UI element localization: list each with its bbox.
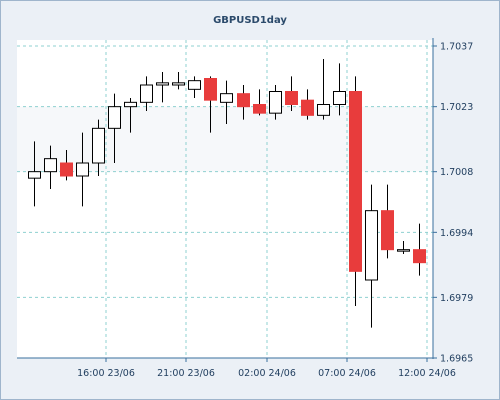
x-tick-label: 16:00 23/06 (77, 368, 135, 379)
y-tick-label: 1.7008 (440, 167, 473, 178)
candle (76, 132, 89, 207)
candle-body-up (220, 93, 233, 103)
candle (140, 76, 153, 111)
candle (172, 72, 185, 90)
candle (92, 119, 105, 176)
candle-body-up (156, 82, 169, 86)
candle (317, 59, 330, 120)
candle (108, 93, 121, 163)
x-tick-label: 02:00 24/06 (238, 368, 296, 379)
candle-body-down (253, 104, 266, 114)
candle (397, 241, 410, 254)
candle (333, 63, 346, 116)
candle-body-up (397, 249, 410, 252)
candle (44, 145, 57, 189)
candle (285, 76, 298, 111)
candle-body-up (124, 101, 137, 108)
candle-body-up (269, 91, 282, 114)
x-tick-label: 07:00 24/06 (318, 368, 376, 379)
candle-body-up (172, 82, 185, 86)
axes: 1.7037 1.7023 1.7008 1.6994 1.6979 1.6965 16:0… (17, 38, 473, 379)
candle-body-down (413, 249, 426, 264)
chart-title: GBPUSD1day (213, 15, 287, 26)
candle (365, 184, 378, 328)
candle-body-down (301, 99, 314, 116)
candle (60, 150, 73, 181)
candle-body-up (44, 158, 57, 173)
candle-body-up (28, 171, 41, 179)
x-tick-label: 12:00 24/06 (398, 368, 456, 379)
plot-area (17, 40, 433, 358)
candle-body-up (317, 104, 330, 116)
candle (237, 85, 250, 120)
candle-body-up (188, 80, 201, 90)
y-tick-label: 1.7037 (440, 42, 473, 53)
candle-body-down (60, 162, 73, 177)
candle (253, 89, 266, 116)
candle (204, 76, 217, 133)
candle (301, 89, 314, 120)
candle (124, 98, 137, 133)
candle-body-down (204, 78, 217, 101)
candle-body-down (349, 91, 362, 272)
candles (28, 59, 426, 328)
candle (381, 184, 394, 259)
candle-body-up (108, 106, 121, 129)
candle (349, 76, 362, 306)
candle-body-up (92, 127, 105, 164)
candle-body-down (285, 91, 298, 105)
candle (156, 72, 169, 103)
candle-body-up (365, 210, 378, 281)
grid-band (17, 106, 433, 172)
y-tick-label: 1.6979 (440, 293, 473, 304)
candle-body-up (76, 162, 89, 177)
candle-body-up (333, 91, 346, 105)
candle (413, 223, 426, 276)
candle-body-down (237, 93, 250, 108)
y-tick-label: 1.6994 (440, 228, 473, 239)
candle (28, 141, 41, 207)
y-tick-label: 1.6965 (440, 354, 473, 365)
grid (17, 40, 433, 359)
x-tick-label: 21:00 23/06 (157, 368, 215, 379)
y-tick-label: 1.7023 (440, 102, 473, 113)
candle (188, 76, 201, 98)
candle (269, 85, 282, 120)
candle-body-up (140, 84, 153, 103)
candle (220, 80, 233, 124)
candle-body-down (381, 210, 394, 251)
